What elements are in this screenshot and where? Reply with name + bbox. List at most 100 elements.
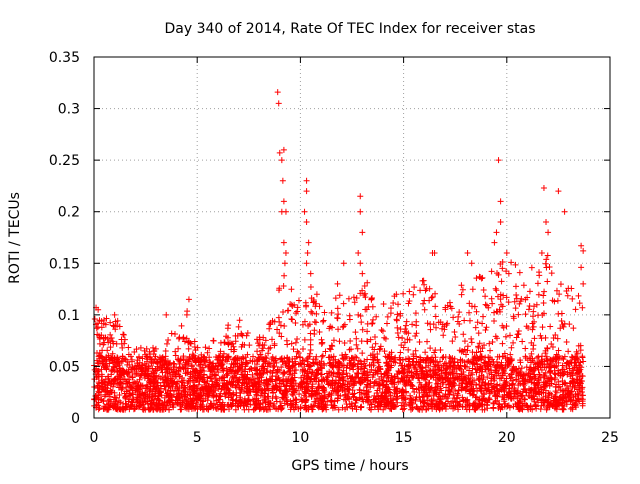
roti-point [360, 387, 367, 394]
roti-point [213, 382, 220, 389]
roti-point [100, 341, 107, 348]
roti-point [516, 300, 523, 307]
roti-point [557, 281, 564, 288]
roti-point [357, 193, 364, 200]
roti-point [389, 380, 396, 387]
roti-point [490, 404, 497, 411]
roti-point [277, 403, 284, 410]
roti-point [405, 379, 412, 386]
roti-point [371, 334, 378, 341]
roti-point [576, 368, 583, 375]
roti-point [206, 361, 213, 368]
roti-point [486, 395, 493, 402]
roti-point [512, 261, 519, 268]
roti-point [120, 369, 127, 376]
roti-point [370, 382, 377, 389]
roti-point [94, 320, 101, 327]
roti-point [535, 399, 542, 406]
roti-point [204, 397, 211, 404]
roti-point [359, 370, 366, 377]
roti-point [224, 372, 231, 379]
roti-point [389, 376, 396, 383]
roti-point [382, 353, 389, 360]
roti-point [150, 380, 157, 387]
roti-point [475, 344, 482, 351]
roti-point [357, 260, 364, 267]
roti-point [473, 308, 480, 315]
roti-point [456, 398, 463, 405]
y-tick-label: 0.3 [58, 102, 80, 118]
roti-point [474, 361, 481, 368]
roti-point [200, 354, 207, 361]
roti-point [478, 388, 485, 395]
roti-point [576, 377, 583, 384]
roti-point [547, 323, 554, 330]
data-points [91, 89, 587, 413]
roti-point [113, 363, 120, 370]
roti-point [369, 303, 376, 310]
roti-point [354, 370, 361, 377]
roti-point [348, 355, 355, 362]
roti-point [273, 395, 280, 402]
roti-point [305, 239, 312, 246]
roti-point [263, 355, 270, 362]
roti-point [406, 297, 413, 304]
roti-point [422, 349, 429, 356]
roti-point [455, 376, 462, 383]
roti-point [526, 288, 533, 295]
roti-point [111, 311, 118, 318]
roti-point [377, 345, 384, 352]
roti-point [91, 316, 98, 323]
roti-point [315, 367, 322, 374]
roti-point [142, 406, 149, 413]
roti-point [559, 402, 566, 409]
roti-point [528, 350, 535, 357]
roti-point [280, 308, 287, 315]
roti-point [524, 404, 531, 411]
roti-point [433, 324, 440, 331]
roti-point [497, 219, 504, 226]
roti-point [406, 288, 413, 295]
roti-point [239, 332, 246, 339]
roti-point [543, 364, 550, 371]
roti-point [182, 370, 189, 377]
roti-point [459, 384, 466, 391]
roti-point [270, 364, 277, 371]
roti-point [156, 373, 163, 380]
roti-point [506, 332, 513, 339]
roti-point [460, 397, 467, 404]
roti-point [531, 335, 538, 342]
roti-point [431, 388, 438, 395]
roti-point [235, 323, 242, 330]
roti-point [292, 310, 299, 317]
roti-point [499, 322, 506, 329]
roti-point [138, 372, 145, 379]
roti-point [253, 366, 260, 373]
roti-point [502, 333, 509, 340]
roti-point [314, 361, 321, 368]
roti-point [411, 388, 418, 395]
roti-point [489, 339, 496, 346]
roti-point [308, 295, 315, 302]
roti-point [413, 318, 420, 325]
roti-point [216, 383, 223, 390]
roti-point [240, 374, 247, 381]
roti-point [128, 358, 135, 365]
roti-point [307, 363, 314, 370]
roti-point [356, 389, 363, 396]
roti-point [320, 317, 327, 324]
roti-point [280, 282, 287, 289]
y-tick-label: 0 [71, 411, 80, 427]
roti-point [410, 291, 417, 298]
roti-point [137, 381, 144, 388]
roti-point [306, 362, 313, 369]
roti-point [174, 378, 181, 385]
roti-point [510, 363, 517, 370]
roti-point [456, 309, 463, 316]
roti-point [512, 283, 519, 290]
roti-point [129, 368, 136, 375]
roti-point [545, 394, 552, 401]
roti-point [195, 381, 202, 388]
roti-point [442, 406, 449, 413]
roti-point [111, 394, 118, 401]
